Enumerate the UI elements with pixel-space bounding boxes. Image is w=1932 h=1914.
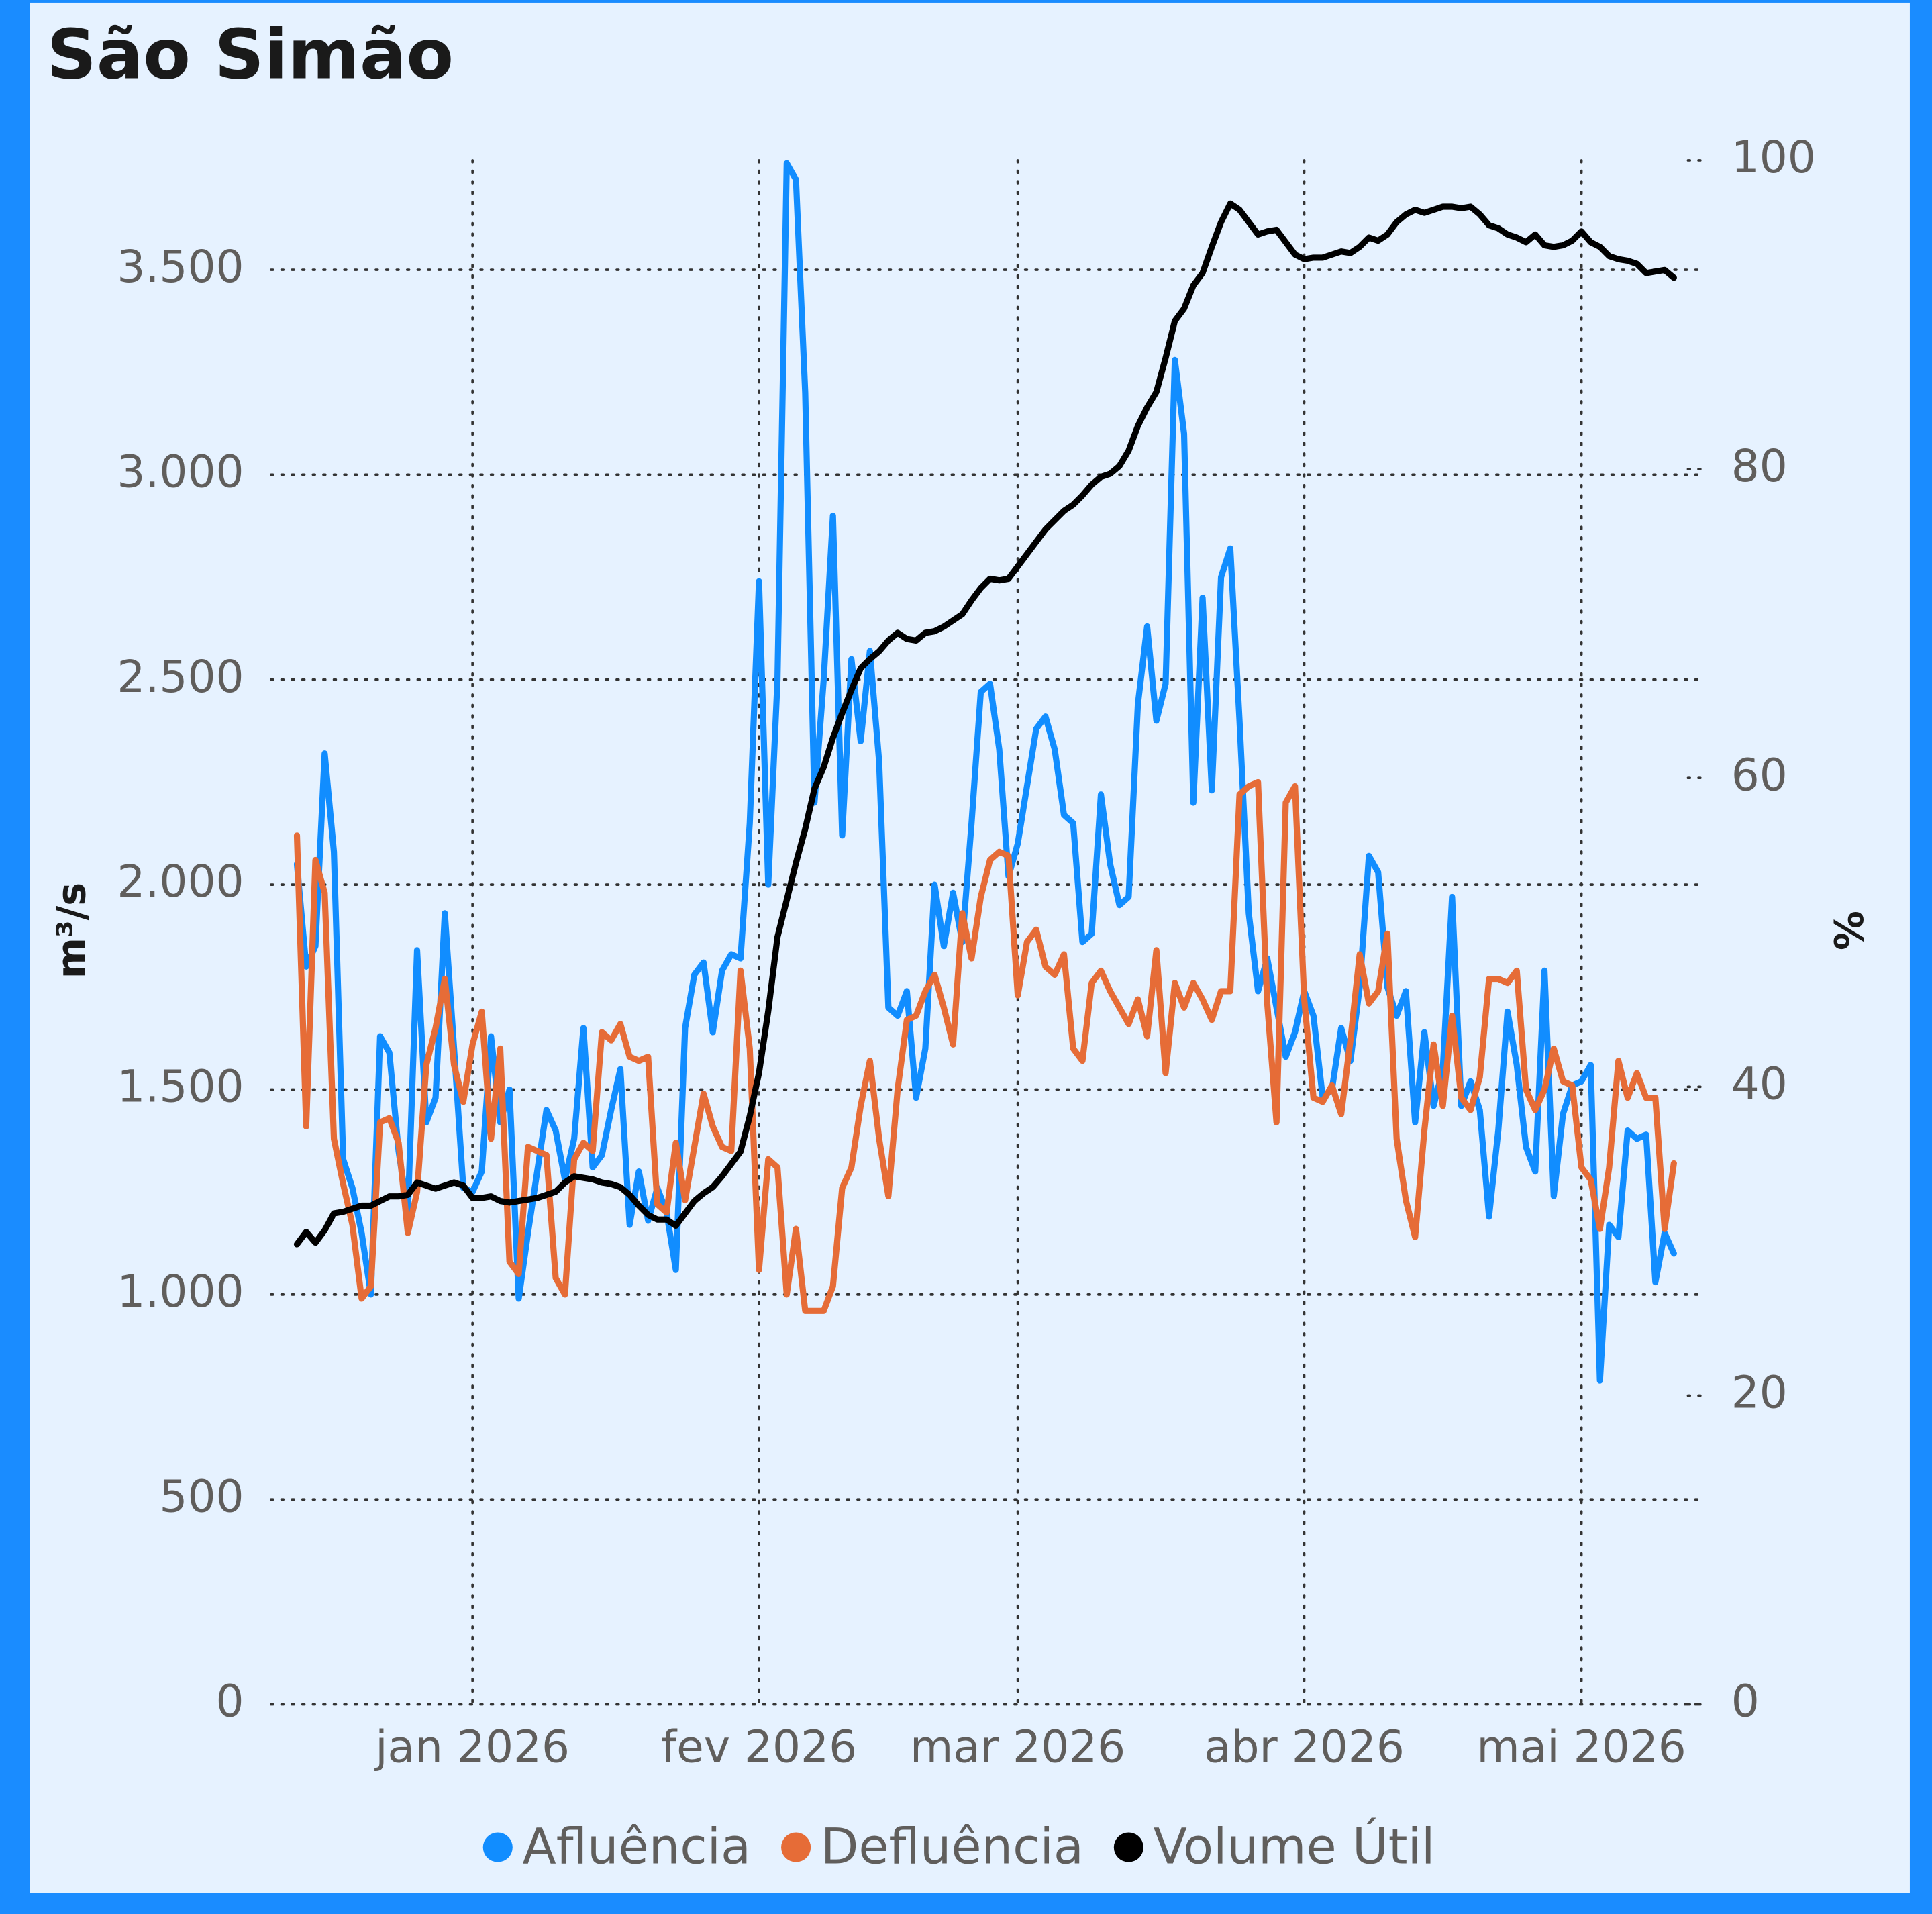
y2-axis-label: % xyxy=(1826,911,1872,950)
y-tick-label: 1.500 xyxy=(117,1061,244,1113)
y2-tick-label: 80 xyxy=(1731,440,1788,492)
y-tick-label: 500 xyxy=(159,1470,244,1522)
series-line xyxy=(293,200,1677,1248)
x-tick-label: mai 2026 xyxy=(1476,1721,1686,1773)
y2-tick-label: 40 xyxy=(1731,1058,1788,1109)
y2-tick-label: 60 xyxy=(1731,749,1788,801)
series-line xyxy=(293,160,1677,1384)
x-tick-label: fev 2026 xyxy=(661,1721,857,1773)
legend-label: Afluência xyxy=(523,1818,752,1875)
y2-tick-label: 20 xyxy=(1731,1367,1788,1419)
y2-tick-label: 0 xyxy=(1731,1676,1760,1727)
y-tick-label: 0 xyxy=(216,1676,244,1727)
y2-tick-label: 100 xyxy=(1731,132,1816,183)
legend-label: Volume Útil xyxy=(1154,1817,1435,1875)
series-line xyxy=(293,778,1677,1314)
legend-label: Defluência xyxy=(821,1818,1084,1875)
legend-marker xyxy=(781,1832,811,1862)
y-axis-label: m³/s xyxy=(48,883,94,978)
x-tick-label: jan 2026 xyxy=(374,1721,570,1773)
legend-marker xyxy=(1113,1832,1143,1862)
y-tick-label: 1.000 xyxy=(117,1266,244,1317)
chart-title: São Simão xyxy=(47,15,454,95)
y-tick-label: 2.500 xyxy=(117,651,244,703)
y-tick-label: 2.000 xyxy=(117,856,244,907)
y-tick-label: 3.500 xyxy=(117,241,244,293)
x-tick-label: abr 2026 xyxy=(1204,1721,1405,1773)
legend-marker xyxy=(482,1832,513,1862)
x-tick-label: mar 2026 xyxy=(910,1721,1125,1773)
y-tick-label: 3.000 xyxy=(117,446,244,497)
